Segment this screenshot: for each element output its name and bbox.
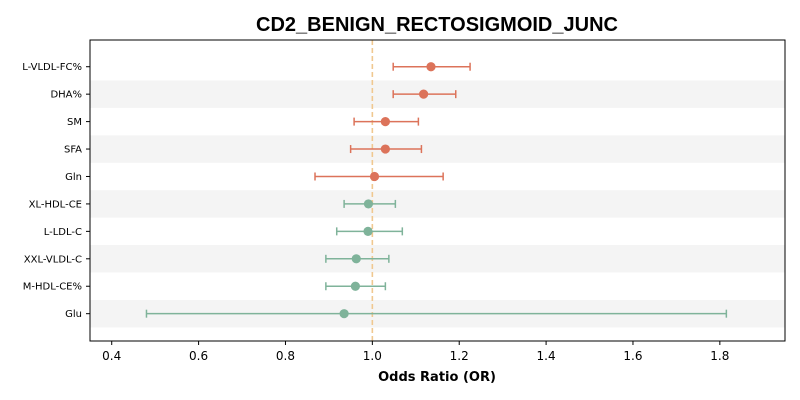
x-tick-label: 1.2 xyxy=(450,349,469,363)
x-tick-label: 1.8 xyxy=(710,349,729,363)
forest-row xyxy=(343,199,397,209)
y-tick-label: L-VLDL-FC% xyxy=(22,62,82,73)
y-tick-label: M-HDL-CE% xyxy=(23,282,82,293)
x-tick-label: 1.4 xyxy=(537,349,556,363)
plot-frame xyxy=(89,39,786,342)
row-bands xyxy=(90,80,785,328)
x-tick-label: 0.4 xyxy=(102,349,121,363)
row-band xyxy=(90,135,785,163)
odds-ratio-point xyxy=(363,226,373,236)
chart-title: CD2_BENIGN_RECTOSIGMOID_JUNC xyxy=(256,14,618,36)
y-tick-label: Glu xyxy=(65,309,82,320)
x-tick-label: 1.0 xyxy=(363,349,382,363)
x-axis: 0.4 0.6 0.8 1.0 1.2 1.4 1.6 1.8 xyxy=(102,341,729,363)
y-axis: L-VLDL-FC% DHA% SM SFA Gln XL-HDL-CE L-LDL-C XX… xyxy=(22,62,90,320)
x-axis-label: Odds Ratio (OR) xyxy=(378,370,496,385)
odds-ratio-point xyxy=(380,144,390,154)
odds-ratio-point xyxy=(426,62,436,72)
forest-row xyxy=(353,117,420,127)
odds-ratio-point xyxy=(419,89,429,99)
forest-row xyxy=(392,89,457,99)
y-tick-label: SFA xyxy=(64,145,82,156)
odds-ratio-point xyxy=(369,171,380,182)
data-marks xyxy=(145,62,728,319)
forest-row xyxy=(314,171,444,182)
forest-row xyxy=(325,281,387,291)
y-tick-label: XXL-VLDL-C xyxy=(24,254,82,265)
odds-ratio-point xyxy=(339,309,349,319)
forest-row xyxy=(335,226,404,236)
row-band xyxy=(90,245,785,273)
forest-row xyxy=(349,144,423,154)
x-tick-label: 0.8 xyxy=(276,349,295,363)
x-tick-label: 1.6 xyxy=(623,349,642,363)
forest-row xyxy=(145,309,728,319)
y-tick-label: DHA% xyxy=(50,90,82,101)
odds-ratio-point xyxy=(380,117,390,127)
x-tick-label: 0.6 xyxy=(189,349,208,363)
odds-ratio-point xyxy=(363,199,374,209)
row-band xyxy=(90,190,785,218)
y-tick-label: L-LDL-C xyxy=(44,227,82,238)
odds-ratio-point xyxy=(351,254,361,264)
odds-ratio-point xyxy=(350,281,361,291)
forest-row xyxy=(392,62,471,72)
forest-row xyxy=(325,254,390,264)
y-tick-label: SM xyxy=(67,117,82,128)
y-tick-label: XL-HDL-CE xyxy=(29,199,82,210)
y-tick-label: Gln xyxy=(65,172,82,183)
